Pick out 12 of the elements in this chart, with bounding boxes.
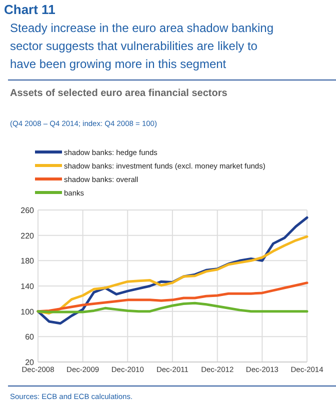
line-series: [36, 302, 308, 314]
y-tick-label: 260: [20, 206, 35, 215]
y-tick-label: 180: [20, 256, 35, 266]
chart-subtitle: Steady increase in the euro area shadow banking sector suggests that vulnerabilities are likely to have been growing more in this segment: [10, 21, 274, 71]
y-tick-label: 140: [20, 282, 35, 291]
y-tick-label: 220: [20, 231, 35, 240]
text: Assets of selected euro area financial sectors: [10, 88, 228, 99]
line-series: [36, 235, 308, 314]
y-tick-label: 60: [25, 332, 35, 342]
y-tick-label: 20: [25, 358, 35, 367]
chart-title: Chart 11: [4, 2, 56, 17]
y-tick-label: 100: [20, 307, 35, 316]
